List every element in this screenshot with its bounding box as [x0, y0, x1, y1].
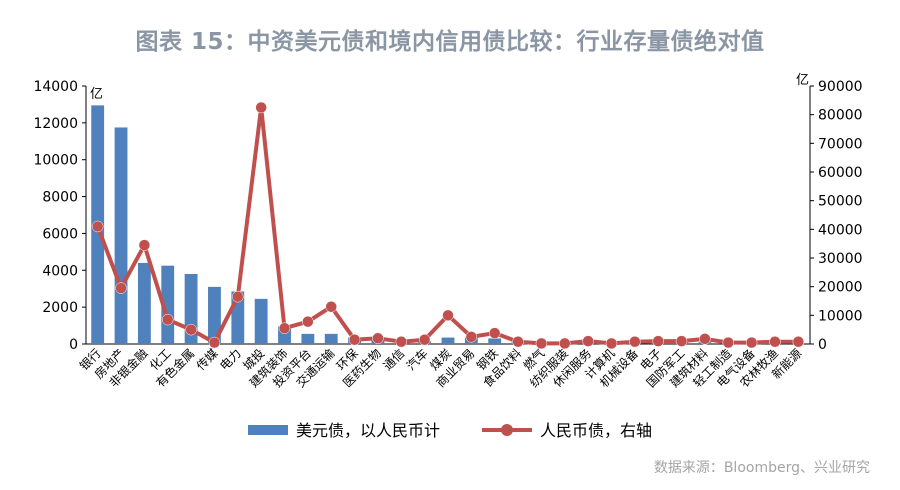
line-point-燃气 — [535, 337, 548, 350]
left-unit-label: 亿 — [90, 87, 103, 102]
bar-城投 — [254, 298, 268, 344]
bar-煤炭 — [441, 337, 455, 344]
line-point-环保 — [348, 333, 361, 346]
line-point-计算机 — [605, 337, 618, 350]
line-point-国防军工 — [675, 335, 688, 347]
line-point-轻工制造 — [722, 336, 735, 349]
right-tick-label: 70000 — [818, 136, 863, 152]
left-tick-label: 14000 — [33, 79, 78, 95]
line-point-传媒 — [208, 336, 221, 349]
page-title: 图表 15：中资美元债和境内信用债比较：行业存量债绝对值 — [135, 29, 765, 55]
line-point-煤炭 — [442, 309, 454, 322]
line-point-电气设备 — [745, 336, 758, 349]
line-point-建筑装饰 — [278, 322, 291, 334]
category-label: 电力 — [217, 346, 244, 373]
line-point-有色金属 — [185, 323, 197, 336]
legend-line-label: 人民币债，右轴 — [540, 421, 652, 440]
right-tick-label: 90000 — [818, 79, 863, 95]
right-tick-label: 50000 — [818, 194, 863, 210]
left-tick-label: 12000 — [33, 116, 78, 132]
line-point-食品饮料 — [512, 335, 524, 348]
right-tick-label: 10000 — [818, 308, 863, 324]
line-point-纺织服装 — [559, 337, 571, 350]
legend-bar-label: 美元债，以人民币计 — [296, 421, 440, 440]
right-unit-label: 亿 — [796, 73, 809, 88]
line-point-新能源 — [792, 335, 805, 348]
line-point-休闲服务 — [582, 335, 594, 347]
bar-化工 — [161, 265, 175, 344]
category-label: 传媒 — [193, 346, 221, 374]
line-point-银行 — [91, 220, 104, 233]
line-point-非银金融 — [138, 239, 151, 251]
bar-非银金融 — [137, 262, 151, 344]
bar-钢铁 — [488, 338, 502, 344]
legend-bar-swatch — [248, 425, 288, 435]
category-label: 通信 — [381, 346, 408, 373]
line-point-电子 — [652, 335, 664, 347]
bar-交通运输 — [324, 333, 338, 344]
right-tick-label: 0 — [818, 337, 827, 353]
line-point-商业贸易 — [465, 331, 478, 343]
left-tick-label: 0 — [69, 337, 78, 353]
bar-房地产 — [114, 127, 128, 344]
line-point-建筑材料 — [699, 333, 711, 345]
right-tick-label: 20000 — [818, 280, 863, 296]
line-point-交通运输 — [325, 300, 337, 313]
line-point-化工 — [161, 313, 174, 326]
line-point-钢铁 — [488, 327, 501, 339]
line-point-电力 — [232, 290, 244, 303]
line-series-rmb — [95, 105, 799, 346]
left-tick-label: 10000 — [33, 153, 78, 169]
line-point-机械设备 — [629, 335, 641, 348]
line-point-汽车 — [418, 333, 431, 346]
left-tick-label: 2000 — [42, 300, 78, 316]
line-point-房地产 — [115, 282, 127, 294]
right-tick-label: 60000 — [818, 165, 863, 181]
legend-line-marker — [501, 424, 513, 436]
bar-传媒 — [208, 286, 221, 344]
right-tick-label: 80000 — [818, 108, 863, 124]
line-point-农林牧渔 — [769, 335, 781, 348]
right-tick-label: 40000 — [818, 222, 863, 238]
right-tick-label: 30000 — [818, 251, 863, 267]
left-tick-label: 6000 — [42, 226, 78, 242]
left-tick-label: 8000 — [42, 190, 78, 206]
category-label: 汽车 — [403, 346, 431, 374]
left-tick-label: 4000 — [42, 263, 78, 279]
line-point-通信 — [395, 335, 408, 348]
line-point-城投 — [255, 101, 267, 114]
bar-投资平台 — [301, 333, 315, 344]
line-point-医药生物 — [372, 332, 384, 345]
line-point-投资平台 — [302, 315, 314, 328]
source-note: 数据来源：Bloomberg、兴业研究 — [653, 460, 870, 476]
